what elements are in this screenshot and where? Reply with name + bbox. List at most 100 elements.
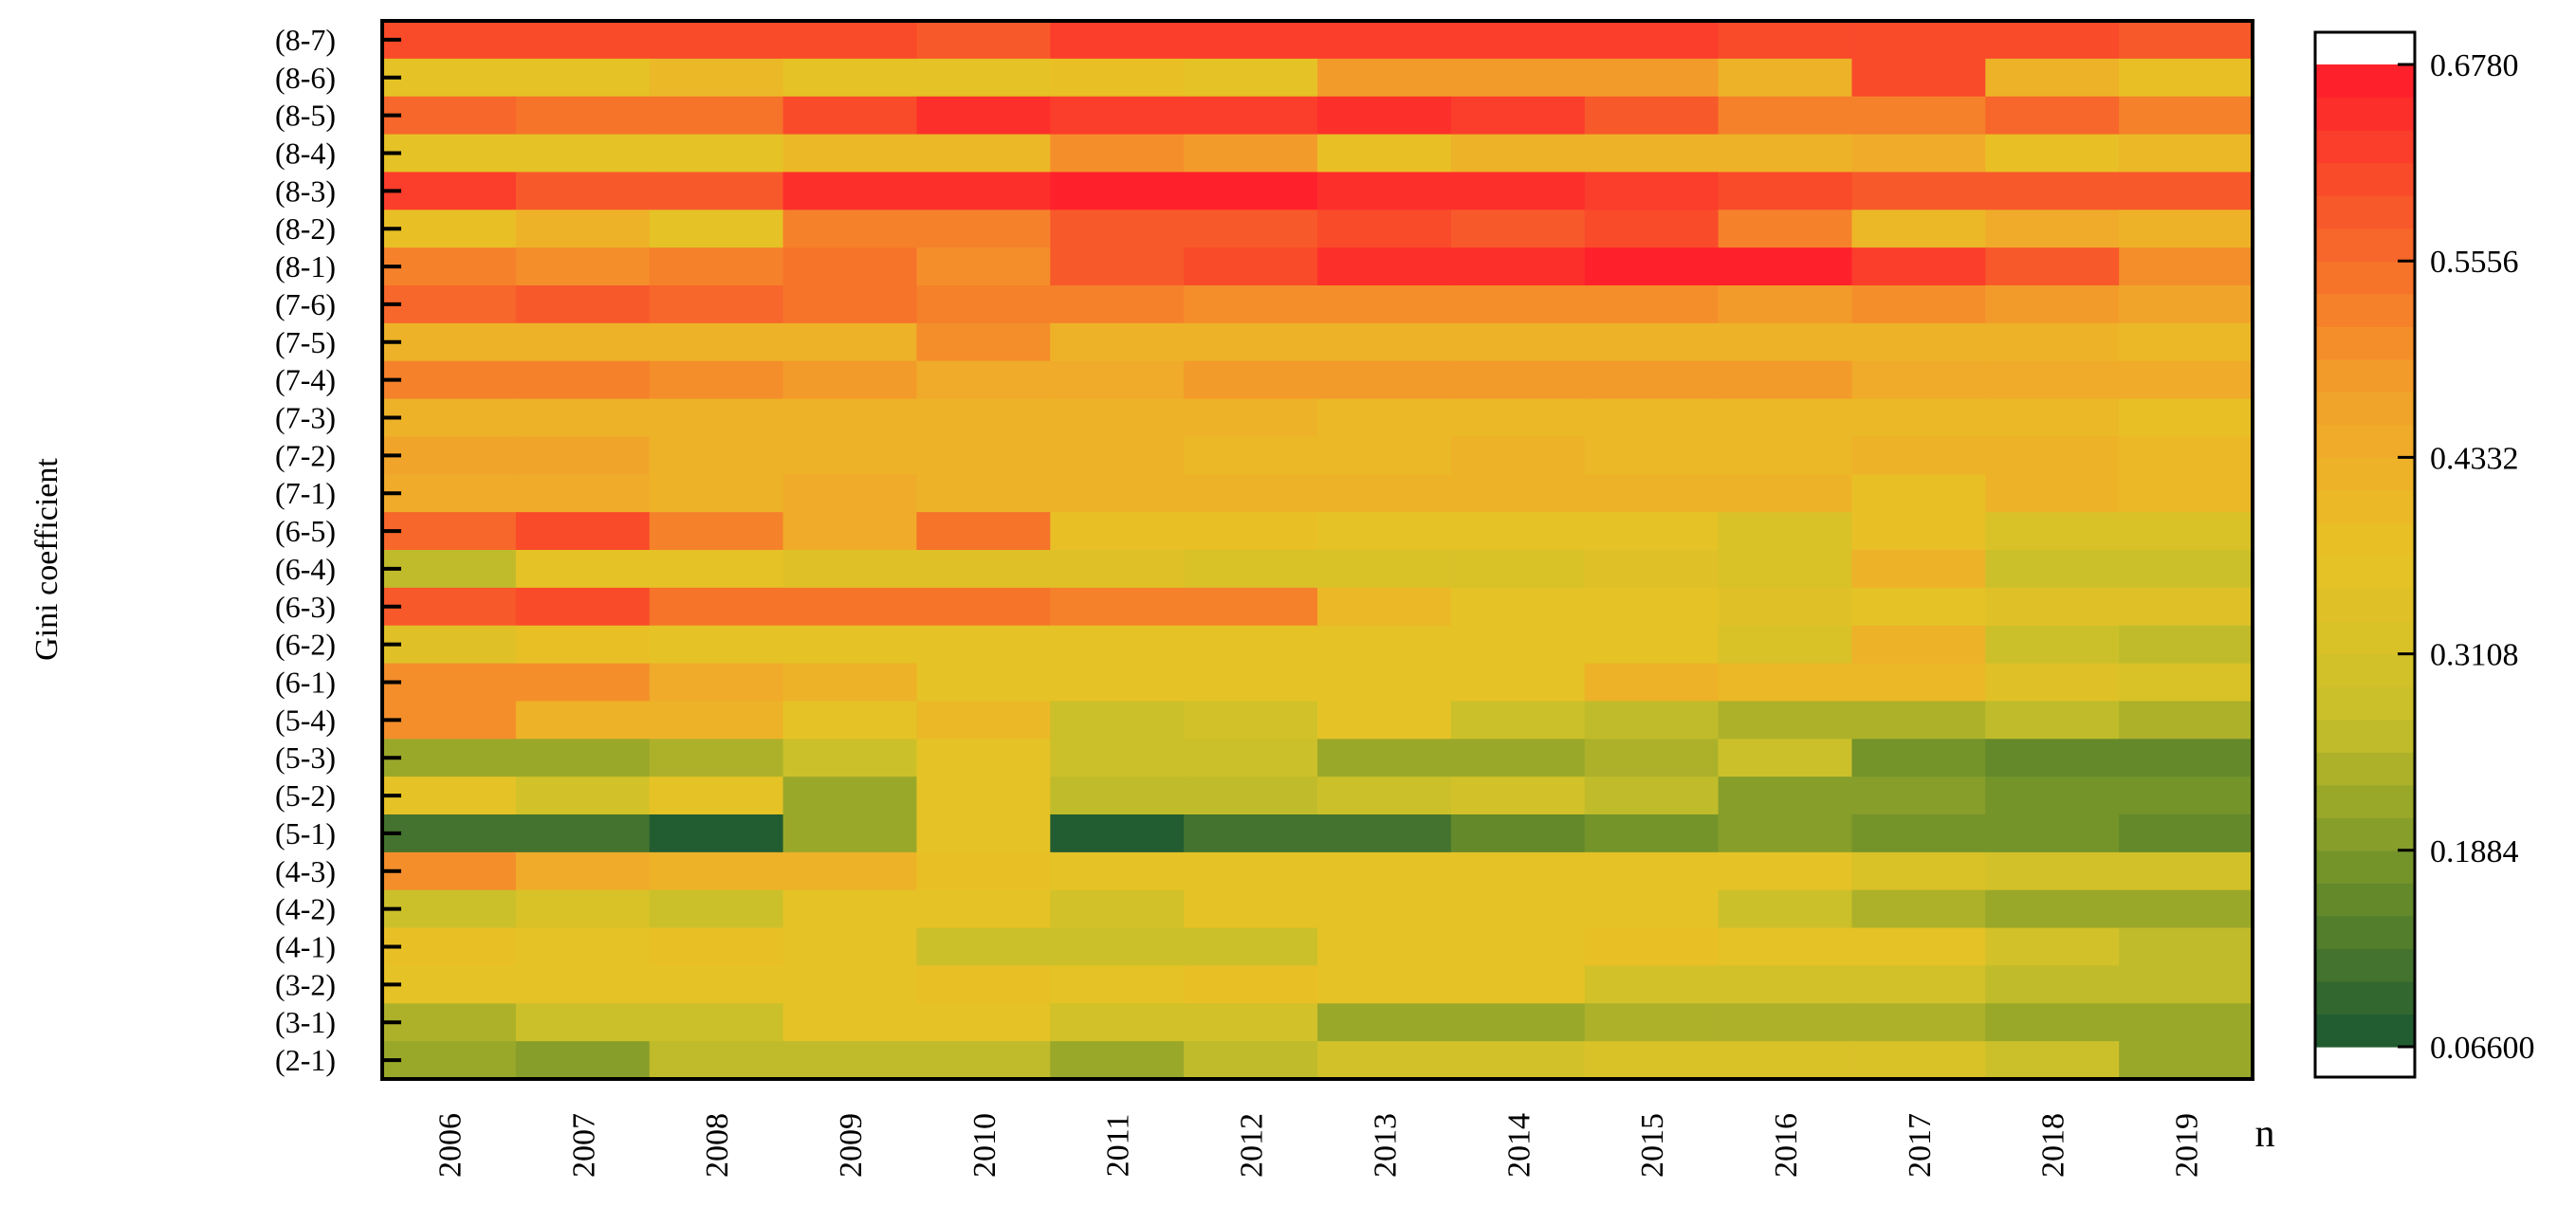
y-tick-label: (6-4) <box>275 552 336 586</box>
heatmap-cell <box>1718 777 1853 815</box>
heatmap-cell <box>1851 172 1986 210</box>
heatmap-cell <box>916 889 1051 929</box>
heatmap-cell <box>1985 360 2120 400</box>
heatmap-cell <box>1851 889 1986 929</box>
heatmap-cell <box>515 512 651 551</box>
colorbar-swatch <box>2316 457 2414 491</box>
heatmap-cell <box>1718 398 1853 438</box>
heatmap-cell <box>1450 550 1586 589</box>
colorbar-swatch <box>2316 752 2414 786</box>
heatmap-cell <box>1450 965 1586 1004</box>
heatmap-cell <box>1718 172 1853 210</box>
heatmap-cell <box>1317 134 1452 174</box>
colorbar-swatch <box>2316 522 2414 557</box>
heatmap-cell <box>1184 210 1318 248</box>
heatmap-cell <box>515 550 651 589</box>
heatmap-cell <box>1851 210 1986 248</box>
heatmap-cell <box>1184 360 1318 400</box>
heatmap-cell <box>382 777 517 815</box>
heatmap-cell <box>2119 247 2254 286</box>
heatmap-cell <box>515 172 651 210</box>
heatmap-cell <box>1718 965 1853 1004</box>
x-tick-label: 2009 <box>834 1113 869 1178</box>
heatmap-cell <box>515 134 651 174</box>
heatmap-cell <box>1450 96 1586 136</box>
heatmap-cell <box>1317 58 1452 98</box>
colorbar-swatch <box>2316 326 2414 360</box>
y-tick-label: (8-5) <box>275 99 336 133</box>
heatmap-cell <box>782 889 918 929</box>
heatmap-cell <box>515 1003 651 1042</box>
heatmap-cell <box>2119 927 2254 967</box>
heatmap-cell <box>649 210 784 248</box>
heatmap-cell <box>916 1003 1051 1042</box>
x-tick-label: 2017 <box>1903 1113 1938 1178</box>
colorbar-tick-label: 0.06600 <box>2430 1031 2535 1066</box>
heatmap-cell <box>382 587 517 627</box>
heatmap-cell <box>1450 21 1586 60</box>
heatmap-cell <box>1184 663 1318 703</box>
heatmap-cell <box>782 701 918 740</box>
heatmap-cell <box>916 134 1051 174</box>
y-tick-label: (8-2) <box>275 211 336 246</box>
heatmap-cell <box>1584 474 1720 513</box>
heatmap-cell <box>1317 172 1452 210</box>
heatmap-cell <box>782 247 918 286</box>
heatmap-cell <box>649 360 784 400</box>
heatmap-cell <box>1851 777 1986 815</box>
heatmap-cell <box>1985 285 2120 324</box>
heatmap-cell <box>1851 587 1986 627</box>
heatmap-cell <box>382 436 517 475</box>
heatmap-cell <box>1050 398 1185 438</box>
heatmap-cell <box>1985 512 2120 551</box>
heatmap-cell <box>916 587 1051 627</box>
y-tick-label: (7-4) <box>275 363 336 397</box>
heatmap-cell <box>1718 512 1853 551</box>
heatmap-cell <box>1184 285 1318 324</box>
heatmap-cell <box>1050 663 1185 703</box>
colorbar-swatch <box>2316 817 2414 851</box>
colorbar-tick-label: 0.1884 <box>2430 834 2519 869</box>
colorbar-swatch <box>2316 195 2414 229</box>
heatmap-cell <box>1184 777 1318 815</box>
heatmap-cell <box>916 701 1051 740</box>
heatmap-cell <box>1450 512 1586 551</box>
heatmap-cell <box>1317 1003 1452 1042</box>
heatmap-cell <box>1184 739 1318 777</box>
heatmap-cell <box>1851 625 1986 665</box>
heatmap-cell <box>1851 360 1986 400</box>
heatmap-cell <box>649 625 784 665</box>
heatmap-cell <box>1985 663 2120 703</box>
heatmap-cell <box>916 965 1051 1004</box>
heatmap-cell <box>1718 550 1853 589</box>
heatmap-cell <box>515 322 651 362</box>
heatmap-cell <box>782 322 918 362</box>
heatmap-cell <box>1584 777 1720 815</box>
heatmap-cell <box>2119 550 2254 589</box>
heatmap-cell <box>782 58 918 98</box>
heatmap-cell <box>515 1041 651 1080</box>
heatmap-cell <box>1317 889 1452 929</box>
heatmap-cell <box>1184 58 1318 98</box>
heatmap-cell <box>916 474 1051 513</box>
heatmap-cell <box>649 21 784 60</box>
heatmap-cell <box>2119 814 2254 853</box>
heatmap-cell <box>1050 210 1185 248</box>
heatmap-cell <box>1184 172 1318 210</box>
heatmap-cell <box>1851 965 1986 1004</box>
heatmap-cell <box>515 625 651 665</box>
heatmap-cell <box>916 96 1051 136</box>
heatmap-cell <box>1317 927 1452 967</box>
heatmap-cell <box>1851 512 1986 551</box>
heatmap-cell <box>1718 739 1853 777</box>
heatmap-cell <box>1851 96 1986 136</box>
heatmap-cell <box>1718 474 1853 513</box>
heatmap-cell <box>515 474 651 513</box>
heatmap-cell <box>1450 436 1586 475</box>
heatmap-cell <box>1450 172 1586 210</box>
y-tick-label: (6-2) <box>275 628 336 662</box>
x-tick-label: 2013 <box>1368 1113 1403 1178</box>
heatmap-cell <box>1317 965 1452 1004</box>
colorbar-tick-label: 0.3108 <box>2430 638 2519 673</box>
heatmap-cell <box>1584 550 1720 589</box>
